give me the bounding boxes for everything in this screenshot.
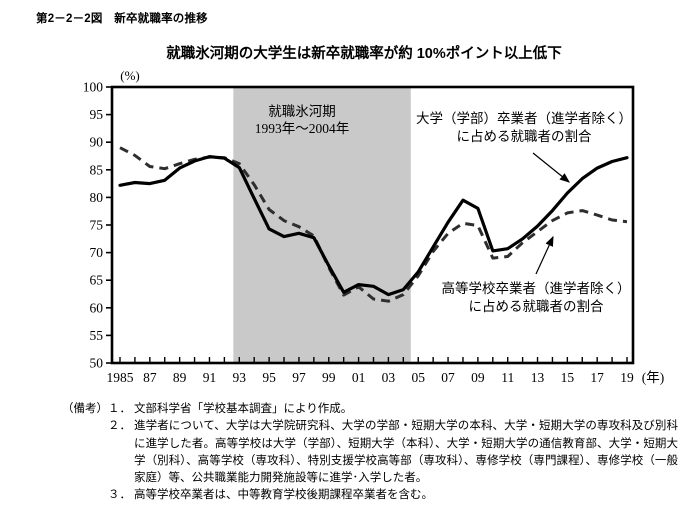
- note-number: ３．: [108, 489, 131, 502]
- note-item: １． 文部科学省「学校基本調査」により作成。: [108, 401, 678, 418]
- y-tick-label: 85: [90, 162, 104, 177]
- note-item: ２． 進学者について、大学は大学院研究科、大学の学部・短期大学の本科、大学・短期…: [108, 418, 678, 487]
- x-tick-label: 17: [590, 370, 604, 385]
- y-tick-label: 95: [90, 107, 104, 122]
- note-text: 文部科学省「学校基本調査」により作成。: [134, 403, 353, 415]
- data-series-lines: [118, 146, 629, 303]
- notes-section: （備考） １． 文部科学省「学校基本調査」により作成。 ２． 進学者について、大…: [62, 401, 678, 505]
- note-number: ２．: [108, 420, 131, 433]
- x-tick-label: 19: [620, 370, 634, 385]
- x-tick-label: 95: [262, 370, 276, 385]
- notes-heading: （備考）: [62, 403, 108, 415]
- note-number: １．: [108, 403, 131, 415]
- y-tick-label: 80: [90, 190, 104, 205]
- x-tick-label: 87: [143, 370, 157, 385]
- ice-age-band-label-line1: 就職氷河期: [268, 104, 336, 119]
- y-tick-label: 65: [90, 273, 104, 288]
- y-tick-label: 60: [90, 300, 104, 315]
- x-tick-label: 11: [501, 370, 514, 385]
- note-item: ３． 高等学校卒業者は、中等教育学校後期課程卒業者を含む。: [108, 487, 678, 504]
- university-graduates-solid-line: [118, 155, 629, 297]
- highschool-series-label-line2: に占める就職者の割合: [469, 298, 604, 314]
- figure-label: 第2－2－2図 新卒就職率の推移: [36, 13, 208, 25]
- y-tick-label: 70: [90, 245, 104, 260]
- x-tick-label: 99: [322, 370, 336, 385]
- chart-title: 就職氷河期の大学生は新卒就職率が約 10%ポイント以上低下: [166, 46, 562, 62]
- ice-age-band-label-line2: 1993年〜2004年: [255, 121, 350, 136]
- highschool-series-arrow: [535, 235, 554, 275]
- y-tick-label: 100: [83, 80, 104, 95]
- y-tick-label: 50: [90, 356, 104, 371]
- university-series-label-line2: に占める就職者の割合: [457, 128, 592, 144]
- highschool-series-label-line1: 高等学校卒業者（進学者除く）: [442, 280, 631, 296]
- x-tick-label: 03: [382, 370, 396, 385]
- axis-labels: 1985 87 89 91 93 95 97 99 01 03 05 07 09 11 13 15 17 19 50…: [83, 68, 665, 385]
- x-tick-label: 05: [411, 370, 425, 385]
- university-series-label-line1: 大学（学部）卒業者（進学者除く）: [416, 111, 632, 126]
- x-tick-label: 09: [471, 370, 485, 385]
- axis-ticks: [106, 86, 628, 364]
- ice-age-shaded-band: 就職氷河期 1993年〜2004年: [233, 87, 411, 363]
- y-tick-label: 90: [90, 135, 104, 150]
- y-axis-unit-label: (%): [120, 68, 140, 83]
- x-tick-label: 1985: [107, 370, 134, 385]
- x-tick-label: 91: [203, 370, 217, 385]
- x-tick-label: 97: [292, 370, 306, 385]
- series-annotations: 大学（学部）卒業者（進学者除く）に占める就職者の割合高等学校卒業者（進学者除く）…: [416, 111, 632, 314]
- x-tick-label: 93: [233, 370, 247, 385]
- x-axis-unit-label: (年): [642, 370, 665, 385]
- ice-age-band-rect: [233, 87, 411, 363]
- x-tick-label: 15: [561, 370, 575, 385]
- x-tick-label: 07: [441, 370, 455, 385]
- note-text: 進学者について、大学は大学院研究科、大学の学部・短期大学の本科、大学・短期大学の…: [134, 420, 678, 484]
- y-tick-label: 55: [90, 328, 104, 343]
- x-tick-label: 89: [173, 370, 187, 385]
- x-tick-label: 01: [352, 370, 366, 385]
- x-tick-label: 13: [531, 370, 545, 385]
- y-tick-label: 75: [90, 218, 104, 233]
- note-text: 高等学校卒業者は、中等教育学校後期課程卒業者を含む。: [134, 489, 433, 502]
- university-series-arrow: [532, 152, 570, 183]
